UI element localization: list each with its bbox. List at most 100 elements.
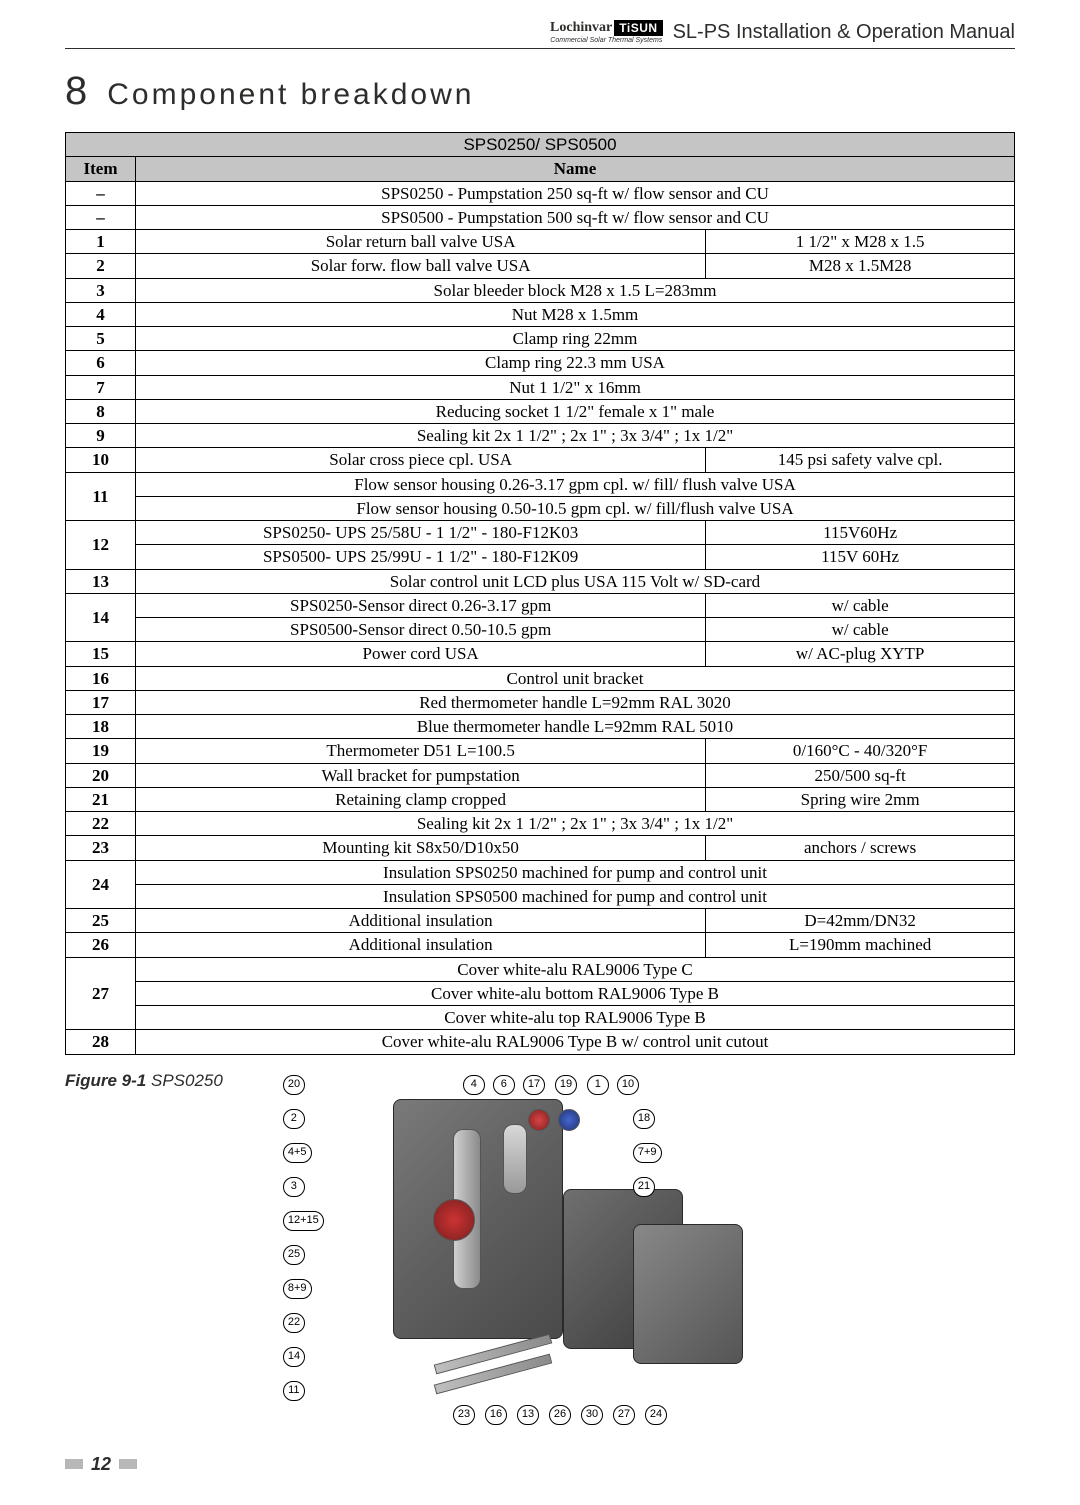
table-cell: anchors / screws <box>706 836 1015 860</box>
col-item-header: Item <box>66 157 136 181</box>
table-cell: SPS0250 - Pumpstation 250 sq-ft w/ flow … <box>136 181 1015 205</box>
component-table: SPS0250/ SPS0500 Item Name –SPS0250 - Pu… <box>65 132 1015 1055</box>
table-cell: L=190mm machined <box>706 933 1015 957</box>
item-cell: 26 <box>66 933 136 957</box>
diagram-callout: 13 <box>517 1405 539 1425</box>
diagram-callout: 18 <box>633 1109 655 1129</box>
diagram-pump <box>433 1199 475 1241</box>
diagram-callout: 27 <box>613 1405 635 1425</box>
figure-caption: Figure 9-1 SPS0250 <box>65 1069 223 1424</box>
brand-tagline: Commercial Solar Thermal Systems <box>550 37 662 44</box>
table-row: Cover white-alu bottom RAL9006 Type B <box>66 981 1015 1005</box>
diagram-callout: 20 <box>283 1075 305 1095</box>
item-cell: 17 <box>66 690 136 714</box>
page-number: 12 <box>91 1454 111 1475</box>
diagram-callout: 30 <box>581 1405 603 1425</box>
table-cell: 0/160°C - 40/320°F <box>706 739 1015 763</box>
table-row: SPS0500-Sensor direct 0.50-10.5 gpmw/ ca… <box>66 618 1015 642</box>
table-cell: Blue thermometer handle L=92mm RAL 5010 <box>136 715 1015 739</box>
table-cell: Sealing kit 2x 1 1/2" ; 2x 1" ; 3x 3/4" … <box>136 424 1015 448</box>
table-header-row: Item Name <box>66 157 1015 181</box>
item-cell: 23 <box>66 836 136 860</box>
table-cell: Reducing socket 1 1/2" female x 1" male <box>136 399 1015 423</box>
table-row: 12SPS0250- UPS 25/58U - 1 1/2" - 180-F12… <box>66 521 1015 545</box>
brand-tisun: TiSUN <box>614 20 662 36</box>
diagram-callout: 11 <box>283 1381 305 1401</box>
table-row: 27Cover white-alu RAL9006 Type C <box>66 957 1015 981</box>
item-cell: 8 <box>66 399 136 423</box>
table-cell: Nut 1 1/2" x 16mm <box>136 375 1015 399</box>
figure-section: Figure 9-1 SPS0250 2024+5312+15258+92214… <box>65 1069 1015 1424</box>
section-heading: 8 Component breakdown <box>65 69 1015 114</box>
diagram-callout: 22 <box>283 1313 305 1333</box>
table-row: 22Sealing kit 2x 1 1/2" ; 2x 1" ; 3x 3/4… <box>66 812 1015 836</box>
table-title: SPS0250/ SPS0500 <box>66 133 1015 157</box>
table-row: –SPS0250 - Pumpstation 250 sq-ft w/ flow… <box>66 181 1015 205</box>
diagram-callout: 21 <box>633 1177 655 1197</box>
table-cell: Cover white-alu RAL9006 Type C <box>136 957 1015 981</box>
diagram-callout: 12+15 <box>283 1211 324 1231</box>
table-row: 11Flow sensor housing 0.26-3.17 gpm cpl.… <box>66 472 1015 496</box>
table-cell: SPS0500- UPS 25/99U - 1 1/2" - 180-F12K0… <box>136 545 706 569</box>
item-cell: – <box>66 205 136 229</box>
item-cell: 11 <box>66 472 136 521</box>
table-cell: Spring wire 2mm <box>706 787 1015 811</box>
table-cell: 115V60Hz <box>706 521 1015 545</box>
exploded-diagram: 2024+5312+15258+9221411461719110187+9212… <box>263 1069 823 1424</box>
table-cell: Flow sensor housing 0.26-3.17 gpm cpl. w… <box>136 472 1015 496</box>
diagram-callout: 14 <box>283 1347 305 1367</box>
table-cell: Solar cross piece cpl. USA <box>136 448 706 472</box>
diagram-callout: 23 <box>453 1405 475 1425</box>
item-cell: 18 <box>66 715 136 739</box>
table-cell: Additional insulation <box>136 933 706 957</box>
table-cell: Insulation SPS0250 machined for pump and… <box>136 860 1015 884</box>
table-row: 7Nut 1 1/2" x 16mm <box>66 375 1015 399</box>
table-row: 2Solar forw. flow ball valve USAM28 x 1.… <box>66 254 1015 278</box>
diagram-callout: 26 <box>549 1405 571 1425</box>
diagram-callout: 17 <box>523 1075 545 1095</box>
table-cell: SPS0250- UPS 25/58U - 1 1/2" - 180-F12K0… <box>136 521 706 545</box>
diagram-callout: 19 <box>555 1075 577 1095</box>
table-row: 10Solar cross piece cpl. USA145 psi safe… <box>66 448 1015 472</box>
table-row: 3Solar bleeder block M28 x 1.5 L=283mm <box>66 278 1015 302</box>
table-cell: Solar forw. flow ball valve USA <box>136 254 706 278</box>
table-cell: Solar control unit LCD plus USA 115 Volt… <box>136 569 1015 593</box>
table-row: 28Cover white-alu RAL9006 Type B w/ cont… <box>66 1030 1015 1054</box>
diagram-valve-red <box>528 1109 550 1131</box>
item-cell: 20 <box>66 763 136 787</box>
table-cell: Control unit bracket <box>136 666 1015 690</box>
table-cell: w/ AC-plug XYTP <box>706 642 1015 666</box>
diagram-callout: 16 <box>485 1405 507 1425</box>
table-cell: D=42mm/DN32 <box>706 909 1015 933</box>
table-row: 13Solar control unit LCD plus USA 115 Vo… <box>66 569 1015 593</box>
item-cell: 9 <box>66 424 136 448</box>
footer-decoration-left <box>65 1459 83 1469</box>
table-cell: SPS0250-Sensor direct 0.26-3.17 gpm <box>136 593 706 617</box>
diagram-callout: 3 <box>283 1177 305 1197</box>
table-cell: Solar return ball valve USA <box>136 230 706 254</box>
diagram-callout: 10 <box>617 1075 639 1095</box>
table-row: 19Thermometer D51 L=100.50/160°C - 40/32… <box>66 739 1015 763</box>
item-cell: 22 <box>66 812 136 836</box>
table-row: 23Mounting kit S8x50/D10x50anchors / scr… <box>66 836 1015 860</box>
table-row: 25Additional insulationD=42mm/DN32 <box>66 909 1015 933</box>
item-cell: 28 <box>66 1030 136 1054</box>
table-row: SPS0500- UPS 25/99U - 1 1/2" - 180-F12K0… <box>66 545 1015 569</box>
item-cell: 7 <box>66 375 136 399</box>
table-cell: Cover white-alu bottom RAL9006 Type B <box>136 981 1015 1005</box>
table-cell: SPS0500-Sensor direct 0.50-10.5 gpm <box>136 618 706 642</box>
table-cell: Cover white-alu top RAL9006 Type B <box>136 1006 1015 1030</box>
col-name-header: Name <box>136 157 1015 181</box>
table-row: 5Clamp ring 22mm <box>66 327 1015 351</box>
brand-lochinvar: Lochinvar <box>550 21 612 35</box>
table-cell: M28 x 1.5M28 <box>706 254 1015 278</box>
item-cell: 25 <box>66 909 136 933</box>
diagram-vessel <box>503 1124 527 1194</box>
table-cell: Cover white-alu RAL9006 Type B w/ contro… <box>136 1030 1015 1054</box>
table-cell: Flow sensor housing 0.50-10.5 gpm cpl. w… <box>136 496 1015 520</box>
table-title-row: SPS0250/ SPS0500 <box>66 133 1015 157</box>
table-row: 17Red thermometer handle L=92mm RAL 3020 <box>66 690 1015 714</box>
table-row: 9Sealing kit 2x 1 1/2" ; 2x 1" ; 3x 3/4"… <box>66 424 1015 448</box>
diagram-callout: 7+9 <box>633 1143 662 1163</box>
table-cell: Sealing kit 2x 1 1/2" ; 2x 1" ; 3x 3/4" … <box>136 812 1015 836</box>
